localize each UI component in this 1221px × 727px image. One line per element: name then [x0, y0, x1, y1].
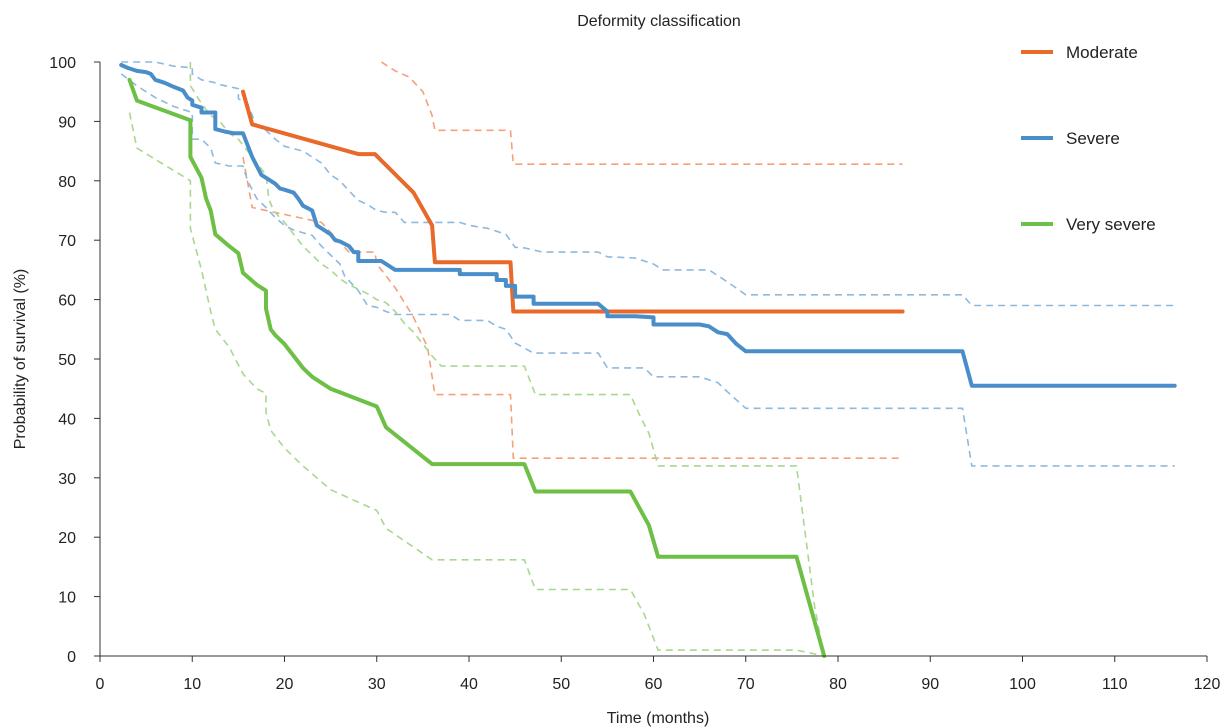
- confidence-band-line: [242, 156, 903, 459]
- x-tick-label: 90: [921, 676, 939, 693]
- x-axis-title: Time (months): [607, 710, 710, 727]
- chart-title: Deformity classification: [577, 13, 741, 30]
- y-tick-label: 20: [58, 530, 76, 547]
- y-tick-label: 90: [58, 114, 76, 131]
- legend-label-very-severe: Very severe: [1066, 215, 1156, 234]
- legend: Moderate Severe Very severe: [1021, 43, 1156, 234]
- y-tick-label: 0: [67, 649, 76, 666]
- x-tick-label: 40: [460, 676, 478, 693]
- y-tick-label: 10: [58, 590, 76, 607]
- x-tick-label: 70: [737, 676, 755, 693]
- x-tick-label: 30: [368, 676, 386, 693]
- confidence-band-line: [189, 62, 825, 657]
- axes: 0 10 20 30 40 50 60 70 80 90 100 0 10 20 30 40 50 60 70 80 9…: [49, 55, 1220, 693]
- series-line-very-severe: [127, 77, 827, 658]
- x-tick-label: 60: [645, 676, 663, 693]
- y-axis-title: Probability of survival (%): [12, 269, 29, 450]
- y-tick-label: 80: [58, 174, 76, 191]
- y-tick-label: 100: [49, 55, 76, 72]
- x-tick-label: 0: [96, 676, 105, 693]
- series-line-moderate: [241, 89, 905, 314]
- confidence-band-line: [121, 61, 1175, 307]
- x-tick-label: 110: [1102, 676, 1128, 693]
- confidence-band-line: [380, 61, 903, 165]
- y-tick-label: 50: [58, 352, 76, 369]
- x-tick-label: 80: [829, 676, 847, 693]
- y-tick-label: 60: [58, 293, 76, 310]
- x-tick-label: 10: [183, 676, 201, 693]
- confidence-band-line: [120, 73, 1175, 467]
- legend-label-severe: Severe: [1066, 129, 1120, 148]
- y-tick-label: 70: [58, 233, 76, 250]
- x-tick-label: 50: [552, 676, 570, 693]
- x-tick-label: 100: [1009, 676, 1036, 693]
- legend-label-moderate: Moderate: [1066, 43, 1138, 62]
- plot-area: [119, 61, 1177, 658]
- x-tick-label: 20: [276, 676, 294, 693]
- series-line-severe: [119, 63, 1177, 388]
- confidence-band-line: [128, 112, 825, 657]
- x-tick-label: 120: [1194, 676, 1221, 693]
- y-tick-label: 40: [58, 411, 76, 428]
- y-tick-label: 30: [58, 471, 76, 488]
